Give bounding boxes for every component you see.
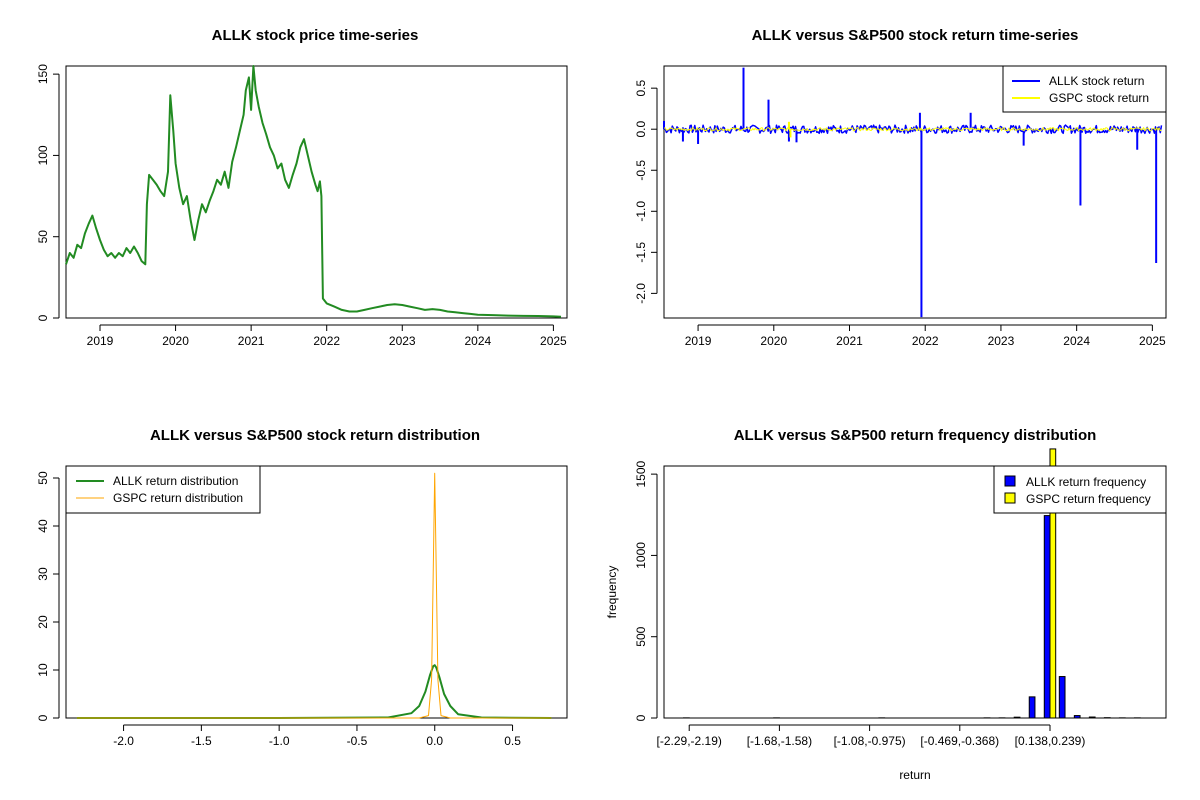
density-y-tick-label: 20 (36, 615, 50, 629)
histogram-legend-swatch-gspc (1004, 492, 1016, 504)
price-x-tick-label: 2022 (313, 334, 340, 348)
histogram-x-tick-label: [-1.68,-1.58) (747, 734, 812, 748)
returns-legend-label-gspc: GSPC stock return (1049, 91, 1149, 105)
returns-y-axis: -2.0 -1.5 -1.0 -0.5 0.0 0.5 (634, 79, 658, 304)
returns-y-tick-label: -2.0 (634, 283, 648, 304)
price-chart-panel: ALLK stock price time-series 2019 2020 202… (36, 27, 568, 348)
density-legend: ALLK return distribution GSPC return dis… (65, 465, 261, 514)
price-y-tick-label: 100 (36, 145, 50, 165)
allk-density-line (76, 664, 552, 719)
density-legend-box (65, 465, 261, 514)
density-series-group (76, 472, 552, 719)
histogram-y-axis-label: frequency (605, 566, 619, 619)
allk-frequency-bar (1013, 716, 1021, 719)
density-chart-title: ALLK versus S&P500 stock return distribu… (150, 427, 480, 444)
density-x-tick-label: 0.0 (426, 734, 443, 748)
density-y-tick-label: 50 (36, 471, 50, 485)
returns-plot-frame (663, 65, 1167, 319)
density-x-tick-label: -1.5 (191, 734, 212, 748)
returns-chart-title: ALLK versus S&P500 stock return time-ser… (752, 27, 1079, 44)
allk-frequency-bar (1058, 676, 1066, 719)
histogram-legend: ALLK return frequency GSPC return freque… (993, 465, 1167, 514)
histogram-x-tick-label: [0.138,0.239) (1015, 734, 1086, 748)
price-y-tick-label: 50 (36, 230, 50, 244)
price-x-tick-label: 2020 (162, 334, 189, 348)
density-y-tick-label: 0 (36, 714, 50, 721)
price-x-tick-label: 2021 (238, 334, 265, 348)
allk-frequency-bar (1088, 716, 1096, 719)
price-chart-title: ALLK stock price time-series (212, 27, 419, 44)
returns-legend: ALLK stock return GSPC stock return (1002, 65, 1167, 113)
price-y-axis: 0 50 100 150 (36, 64, 60, 321)
histogram-y-tick-label: 1500 (634, 460, 648, 487)
density-y-axis: 0 10 20 30 40 50 (36, 471, 60, 721)
histogram-x-tick-label: [-2.29,-2.19) (657, 734, 722, 748)
price-x-tick-label: 2023 (389, 334, 416, 348)
histogram-x-axis: [-2.29,-2.19) [-1.68,-1.58) [-1.08,-0.975)… (657, 724, 1086, 748)
density-x-tick-label: -1.0 (269, 734, 290, 748)
returns-legend-box (1002, 65, 1167, 113)
density-legend-label-gspc: GSPC return distribution (113, 491, 243, 505)
gspc-frequency-bar (1049, 448, 1057, 719)
density-x-tick-label: -2.0 (113, 734, 134, 748)
density-chart-panel: ALLK versus S&P500 stock return distribu… (36, 427, 568, 748)
returns-x-tick-label: 2019 (685, 334, 712, 348)
returns-chart-panel: ALLK versus S&P500 stock return time-ser… (634, 27, 1167, 348)
histogram-chart-panel: ALLK versus S&P500 return frequency dist… (605, 427, 1167, 782)
returns-x-tick-label: 2021 (836, 334, 863, 348)
histogram-legend-box (993, 465, 1167, 514)
returns-y-tick-label: 0.0 (634, 121, 648, 138)
returns-series-group (663, 67, 1163, 318)
density-x-tick-label: 0.5 (504, 734, 521, 748)
price-plot-frame (65, 65, 568, 319)
price-x-tick-label: 2019 (87, 334, 114, 348)
histogram-bars-group (683, 448, 1146, 719)
gspc-density-line (76, 472, 552, 719)
returns-x-tick-label: 2020 (760, 334, 787, 348)
returns-x-tick-label: 2025 (1139, 334, 1166, 348)
returns-y-tick-label: -1.5 (634, 242, 648, 263)
density-y-tick-label: 10 (36, 663, 50, 677)
histogram-y-tick-label: 500 (634, 626, 648, 646)
returns-y-tick-label: -0.5 (634, 160, 648, 181)
price-x-axis: 2019 2020 2021 2022 2023 2024 2025 (87, 324, 567, 348)
returns-x-axis: 2019 2020 2021 2022 2023 2024 2025 (685, 324, 1166, 348)
histogram-legend-label-gspc: GSPC return frequency (1026, 492, 1151, 506)
histogram-x-tick-label: [-1.08,-0.975) (834, 734, 906, 748)
density-y-tick-label: 30 (36, 567, 50, 581)
price-y-tick-label: 0 (36, 314, 50, 321)
histogram-chart-title: ALLK versus S&P500 return frequency dist… (734, 427, 1097, 444)
histogram-legend-swatch-allk (1004, 475, 1016, 487)
price-x-tick-label: 2024 (464, 334, 491, 348)
returns-y-tick-label: 0.5 (634, 79, 648, 96)
density-legend-label-allk: ALLK return distribution (113, 474, 238, 488)
histogram-y-tick-label: 1000 (634, 542, 648, 569)
histogram-y-axis: 0 500 1000 1500 (634, 460, 658, 721)
price-series-group (65, 65, 562, 318)
returns-legend-label-allk: ALLK stock return (1049, 74, 1144, 88)
density-x-tick-label: -0.5 (347, 734, 368, 748)
returns-y-tick-label: -1.0 (634, 201, 648, 222)
density-x-axis: -2.0 -1.5 -1.0 -0.5 0.0 0.5 (113, 724, 521, 748)
density-y-tick-label: 40 (36, 519, 50, 533)
histogram-legend-label-allk: ALLK return frequency (1026, 475, 1146, 489)
allk-frequency-bar (1043, 515, 1051, 719)
gspc-return-baseline-line (663, 127, 1162, 132)
price-y-tick-label: 150 (36, 64, 50, 84)
allk-frequency-bar (1028, 696, 1036, 719)
allk-frequency-bar (1073, 715, 1081, 719)
returns-x-tick-label: 2022 (912, 334, 939, 348)
price-series-line (65, 65, 562, 318)
returns-x-tick-label: 2023 (988, 334, 1015, 348)
histogram-y-tick-label: 0 (634, 714, 648, 721)
returns-x-tick-label: 2024 (1063, 334, 1090, 348)
price-x-tick-label: 2025 (540, 334, 567, 348)
histogram-x-axis-label: return (899, 768, 930, 782)
histogram-x-tick-label: [-0.469,-0.368) (920, 734, 999, 748)
